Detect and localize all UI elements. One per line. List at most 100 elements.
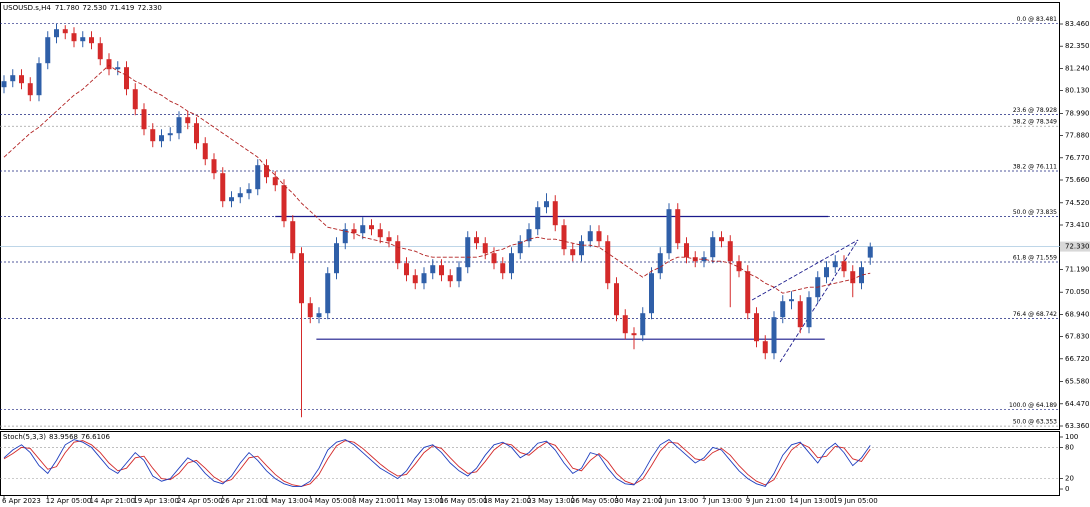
- x-tick-label: 19 Jun 05:00: [833, 497, 877, 505]
- x-tick-label: 1 May 13:00: [265, 497, 309, 505]
- candle-body: [97, 43, 103, 60]
- candle-body: [36, 63, 42, 96]
- candle-body: [124, 67, 129, 90]
- candle-body: [465, 237, 471, 268]
- y-tick-label: 83.460: [1065, 20, 1090, 28]
- candle-body: [456, 267, 462, 282]
- fib-label: 76.4 @ 68.742: [1013, 311, 1057, 318]
- x-tick-label: 23 May 13:00: [527, 497, 575, 505]
- x-tick-label: 30 May 21:00: [615, 497, 663, 505]
- candle-body: [132, 89, 138, 110]
- x-tick-label: 8 May 21:00: [352, 497, 396, 505]
- candle-body: [745, 271, 751, 314]
- candle-body: [806, 297, 812, 328]
- candle-body: [54, 29, 59, 38]
- candle-body: [115, 67, 121, 70]
- candle-body: [19, 75, 24, 84]
- fib-label: 0.0 @ 83.481: [1017, 16, 1058, 23]
- high: 72.530: [82, 4, 107, 12]
- candle-body: [736, 261, 742, 272]
- candle-body: [596, 231, 602, 242]
- trend-line: [751, 239, 859, 301]
- x-tick-label: 24 Apr 05:00: [177, 497, 223, 505]
- candle-body: [710, 237, 716, 258]
- y-tick-label: 68.940: [1065, 310, 1090, 318]
- candle-body: [290, 221, 296, 254]
- candle-body: [517, 241, 523, 254]
- candle-body: [789, 299, 794, 302]
- symbol: USOUSD.s,H4: [3, 4, 51, 12]
- candle-body: [649, 273, 654, 314]
- candle-body: [246, 189, 252, 194]
- candle-body: [824, 267, 829, 278]
- y-tick-label: 63.360: [1065, 422, 1090, 430]
- candle-body: [27, 83, 33, 96]
- candle-body: [1, 81, 7, 88]
- x-tick-label: 7 Jun 13:00: [702, 497, 742, 505]
- y-tick-label: 82.350: [1065, 42, 1090, 50]
- y-tick-label: 71.190: [1065, 265, 1090, 273]
- candle-body: [535, 207, 541, 230]
- y-tick-label: 76.770: [1065, 154, 1090, 162]
- x-tick-label: 26 May 05:00: [571, 497, 619, 505]
- candle-body: [202, 143, 208, 160]
- candle-body: [62, 29, 68, 34]
- stoch-header: Stoch(5,3,3) 83.9568 76.6106: [3, 433, 110, 441]
- x-tick-label: 26 Apr 21:00: [221, 497, 267, 505]
- chart-header: USOUSD.s,H4 71.780 72.530 71.419 72.330: [3, 4, 162, 12]
- candle-body: [526, 229, 532, 242]
- x-tick-label: 4 May 05:00: [308, 497, 352, 505]
- candle-body: [640, 313, 646, 336]
- candle-body: [727, 241, 733, 262]
- candle-body: [377, 229, 383, 238]
- candle-body: [797, 301, 803, 328]
- candle-body: [500, 263, 506, 274]
- candle-body: [150, 129, 156, 142]
- candle-body: [439, 265, 444, 276]
- y-tick-label: 81.240: [1065, 64, 1090, 72]
- y-tick-label: 64.470: [1065, 400, 1090, 408]
- candle-body: [194, 123, 199, 144]
- candle-body: [421, 273, 427, 284]
- y-tick-label: 75.660: [1065, 176, 1090, 184]
- last-price-box: [1060, 241, 1090, 252]
- candle-body: [237, 193, 243, 198]
- stoch-tick-label: 100: [1065, 433, 1078, 441]
- candle-body: [762, 341, 768, 354]
- x-tick-label: 6 Apr 2023: [2, 497, 41, 505]
- candle-body: [719, 237, 724, 242]
- x-tick-label: 19 Apr 13:00: [133, 497, 179, 505]
- y-tick-label: 78.990: [1065, 109, 1090, 117]
- candle-body: [684, 243, 689, 258]
- candle-body: [509, 253, 514, 274]
- candle-body: [754, 313, 759, 342]
- candle-body: [780, 301, 786, 318]
- candle-body: [272, 177, 278, 186]
- candle-body: [841, 261, 847, 272]
- candle-body: [106, 59, 112, 70]
- fib-label: 38.2 @ 76.111: [1013, 163, 1057, 170]
- y-tick-label: 74.520: [1065, 199, 1090, 207]
- stoch-main: [3, 439, 871, 487]
- candle-body: [141, 109, 147, 130]
- fib-label: 38.2 @ 78.349: [1013, 119, 1057, 126]
- candle-body: [701, 257, 707, 262]
- moving-average: [3, 64, 871, 294]
- y-tick-label: 70.050: [1065, 288, 1090, 296]
- candle-body: [386, 237, 392, 242]
- candle-body: [316, 313, 322, 318]
- x-tick-label: 11 May 13:00: [396, 497, 444, 505]
- fib-label: 50.0 @ 63.353: [1013, 419, 1057, 426]
- candle-body: [167, 133, 173, 136]
- candle-body: [482, 243, 488, 254]
- candle-body: [255, 165, 261, 190]
- y-tick-label: 80.130: [1065, 87, 1090, 95]
- candle-body: [491, 253, 497, 264]
- candle-body: [832, 261, 838, 268]
- stoch-tick-label: 20: [1065, 475, 1074, 483]
- candle-body: [176, 117, 182, 134]
- candle-body: [631, 333, 637, 336]
- y-tick-label: 66.720: [1065, 355, 1090, 363]
- x-tick-label: 14 Jun 13:00: [790, 497, 834, 505]
